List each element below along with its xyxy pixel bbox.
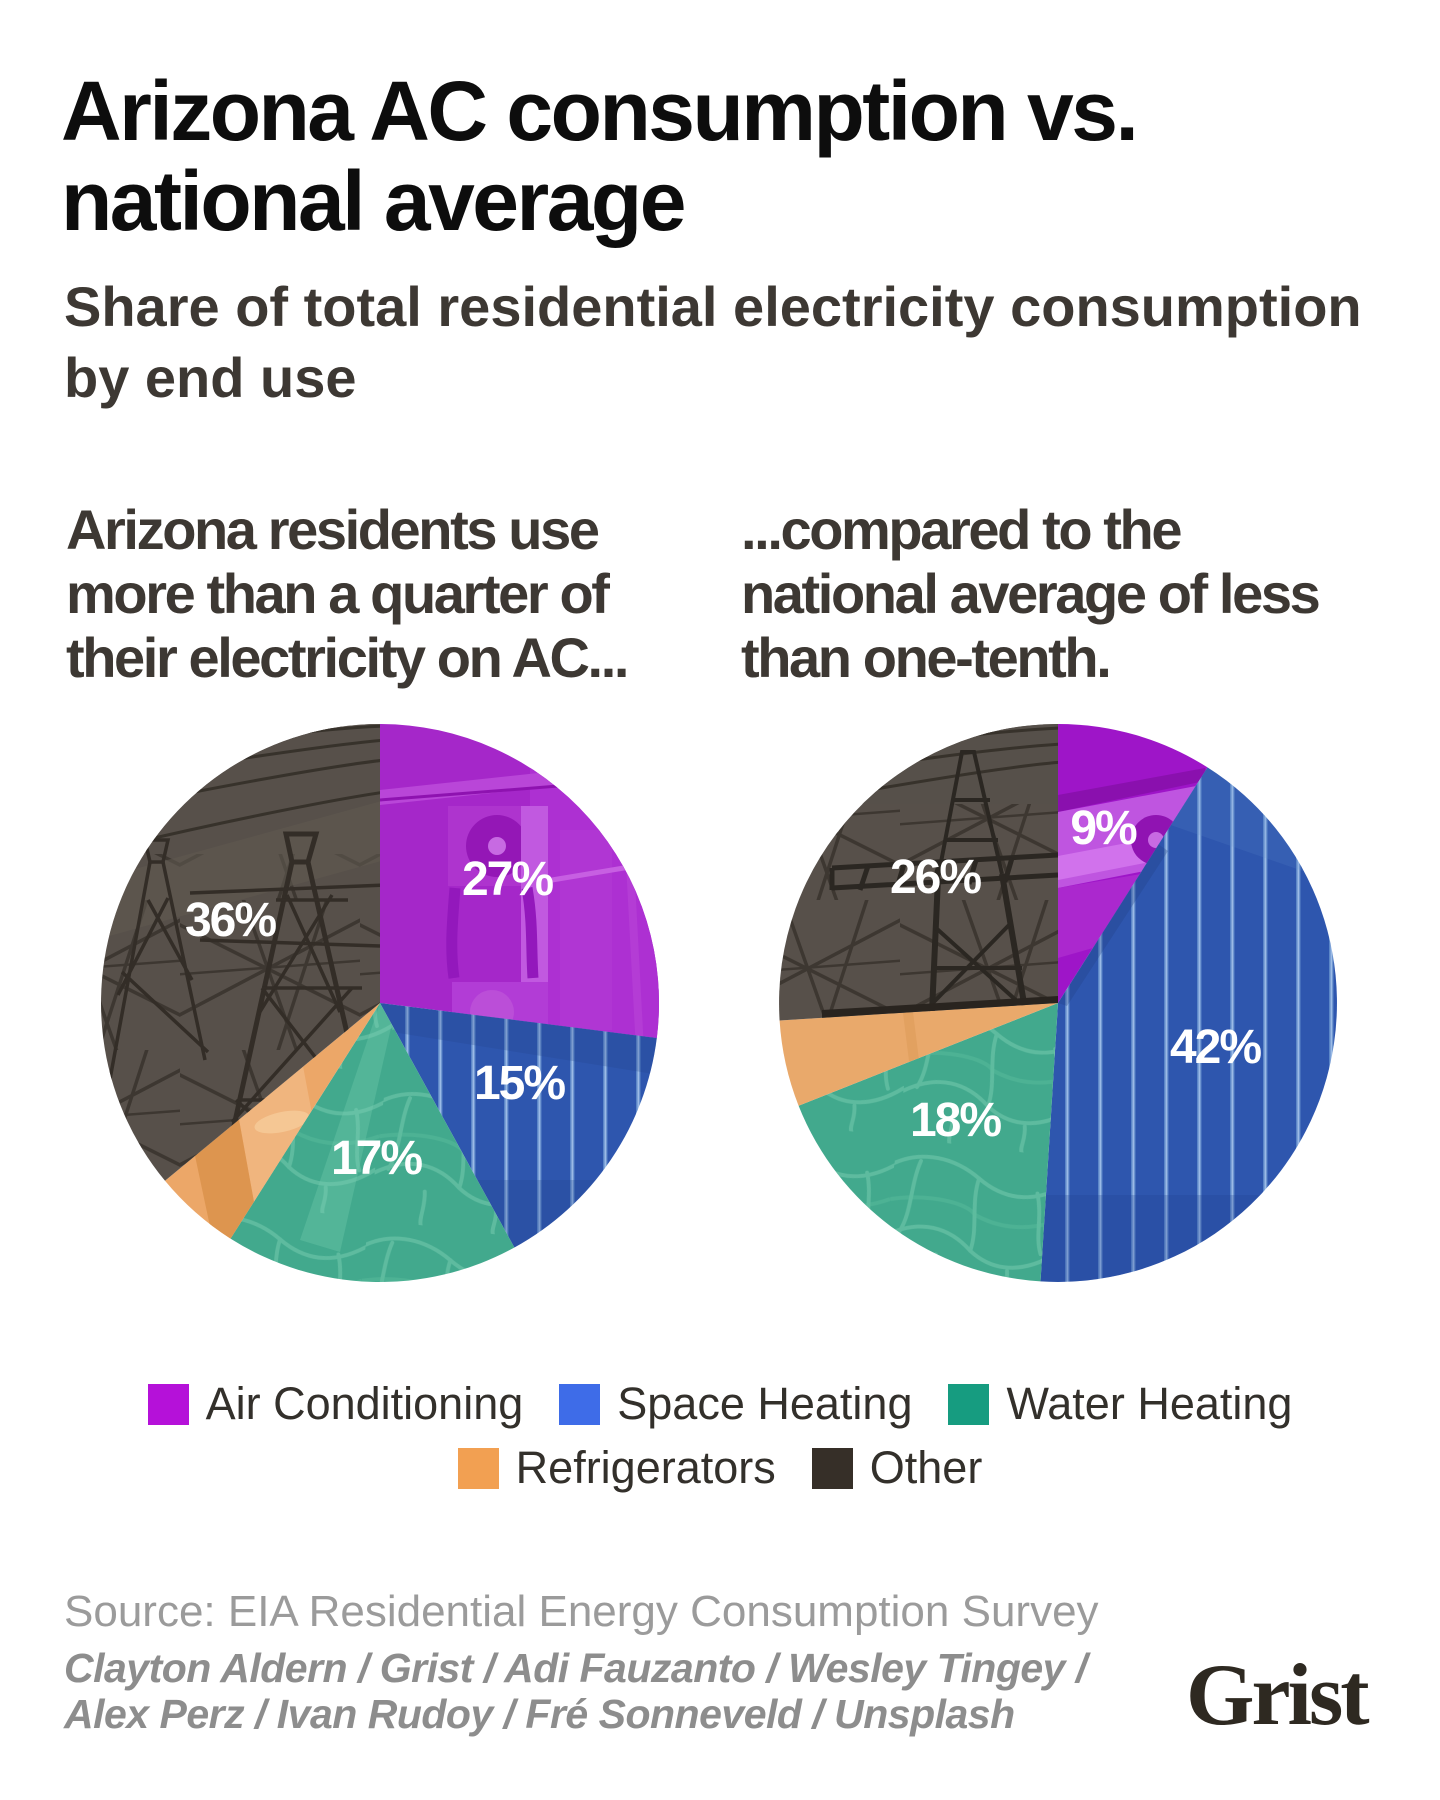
svg-text:27%: 27% — [462, 853, 553, 906]
svg-text:42%: 42% — [1170, 1021, 1261, 1074]
svg-text:17%: 17% — [331, 1132, 422, 1185]
svg-text:15%: 15% — [474, 1057, 565, 1110]
svg-text:9%: 9% — [1070, 802, 1137, 855]
svg-text:26%: 26% — [890, 851, 981, 904]
svg-text:18%: 18% — [910, 1094, 1001, 1147]
svg-text:36%: 36% — [185, 894, 276, 947]
